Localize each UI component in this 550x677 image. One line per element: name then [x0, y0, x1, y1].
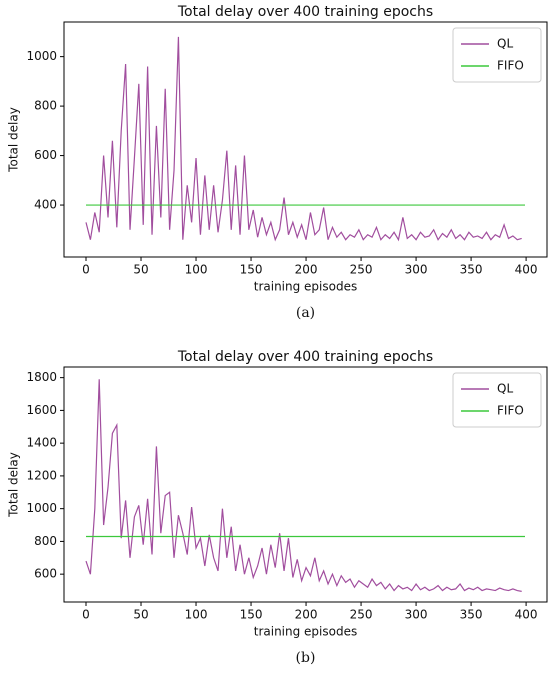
y-tick-label: 800 [34, 534, 57, 548]
y-tick-label: 600 [34, 567, 57, 581]
legend-label: FIFO [497, 59, 524, 73]
x-tick-label: 0 [82, 263, 90, 277]
x-tick-label: 350 [460, 608, 483, 622]
x-tick-label: 100 [185, 263, 208, 277]
x-tick-label: 150 [240, 263, 263, 277]
y-tick-label: 800 [34, 99, 57, 113]
y-tick-label: 1000 [26, 501, 57, 515]
y-tick-label: 1000 [26, 49, 57, 63]
series-line [85, 36, 522, 242]
x-tick-label: 400 [515, 263, 538, 277]
y-tick-label: 600 [34, 148, 57, 162]
legend-label: FIFO [497, 404, 524, 418]
plot-frame [63, 21, 548, 258]
x-tick-label: 300 [405, 608, 428, 622]
caption: (a) [296, 305, 315, 321]
x-tick-label: 0 [82, 608, 90, 622]
x-tick-label: 250 [350, 608, 373, 622]
legend-box [452, 372, 542, 428]
legend-box [452, 27, 542, 83]
y-tick-label: 1800 [26, 370, 57, 384]
x-tick-label: 300 [405, 263, 428, 277]
x-tick-label: 200 [295, 263, 318, 277]
x-tick-label: 100 [185, 608, 208, 622]
x-tick-label: 50 [133, 263, 148, 277]
y-tick-label: 1200 [26, 468, 57, 482]
chart-title: Total delay over 400 training epochs [177, 349, 433, 365]
x-tick-label: 350 [460, 263, 483, 277]
x-tick-label: 200 [295, 608, 318, 622]
y-tick-label: 400 [34, 198, 57, 212]
chart-title: Total delay over 400 training epochs [177, 4, 433, 20]
legend-label: QL [497, 37, 513, 51]
y-tick-label: 1400 [26, 436, 57, 450]
legend-label: QL [497, 382, 513, 396]
caption: (b) [296, 650, 316, 666]
x-axis-label: training episodes [254, 625, 357, 639]
x-tick-label: 150 [240, 608, 263, 622]
x-axis-label: training episodes [254, 280, 357, 294]
x-tick-label: 250 [350, 263, 373, 277]
y-axis-label: Total delay [7, 452, 21, 518]
x-tick-label: 400 [515, 608, 538, 622]
y-tick-label: 1600 [26, 403, 57, 417]
series-line [85, 379, 522, 592]
plot-frame [63, 366, 548, 603]
y-axis-label: Total delay [7, 107, 21, 173]
x-tick-label: 50 [133, 608, 148, 622]
